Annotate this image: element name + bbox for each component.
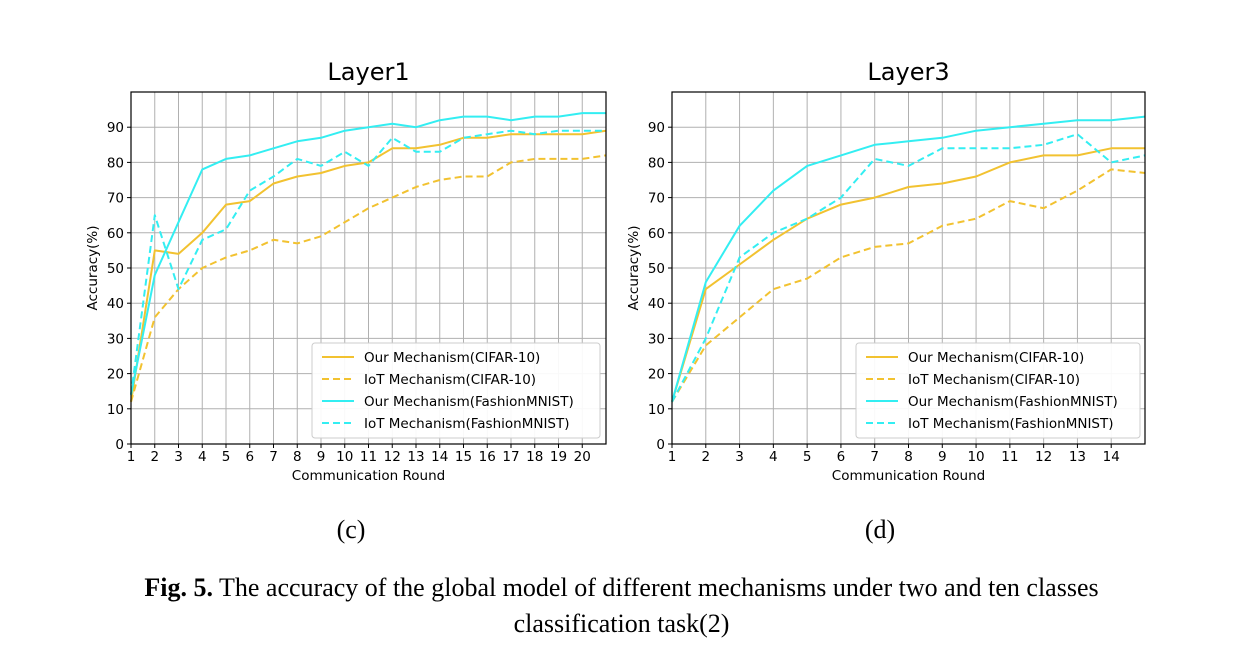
y-tick-label: 40 bbox=[648, 296, 665, 312]
x-tick-label: 14 bbox=[431, 449, 448, 465]
caption-label: Fig. 5. bbox=[144, 573, 213, 602]
x-tick-label: 3 bbox=[174, 449, 183, 465]
x-tick-label: 20 bbox=[574, 449, 591, 465]
x-tick-label: 7 bbox=[269, 449, 278, 465]
caption-line1: The accuracy of the global model of diff… bbox=[212, 573, 1099, 602]
caption-line2: classification task(2) bbox=[513, 609, 730, 638]
series-line bbox=[671, 133, 1146, 403]
legend-label: IoT Mechanism(CIFAR-10) bbox=[908, 372, 1080, 388]
x-tick-label: 6 bbox=[837, 449, 846, 465]
x-tick-label: 6 bbox=[245, 449, 254, 465]
y-tick-label: 0 bbox=[115, 437, 124, 453]
x-axis-label: Communication Round bbox=[292, 468, 445, 484]
x-tick-label: 1 bbox=[668, 449, 677, 465]
y-tick-label: 60 bbox=[107, 226, 124, 242]
y-tick-label: 50 bbox=[107, 261, 124, 277]
y-tick-label: 30 bbox=[107, 331, 124, 347]
x-tick-label: 7 bbox=[870, 449, 879, 465]
x-tick-label: 10 bbox=[336, 449, 353, 465]
y-tick-label: 0 bbox=[656, 437, 665, 453]
x-tick-label: 13 bbox=[407, 449, 424, 465]
x-tick-label: 19 bbox=[550, 449, 567, 465]
subfigure-label: (d) bbox=[865, 515, 895, 544]
y-tick-label: 40 bbox=[107, 296, 124, 312]
x-tick-label: 12 bbox=[1035, 449, 1052, 465]
legend-label: IoT Mechanism(CIFAR-10) bbox=[364, 372, 536, 388]
x-tick-label: 17 bbox=[502, 449, 519, 465]
x-tick-label: 12 bbox=[384, 449, 401, 465]
x-tick-label: 5 bbox=[222, 449, 231, 465]
figure-caption-line2: classification task(2) bbox=[0, 607, 1243, 641]
series-line bbox=[130, 129, 607, 402]
y-tick-label: 30 bbox=[648, 331, 665, 347]
legend-box bbox=[311, 342, 601, 439]
y-tick-label: 80 bbox=[107, 155, 124, 171]
legend-label: Our Mechanism(FashionMNIST) bbox=[908, 394, 1118, 410]
y-tick-label: 70 bbox=[648, 191, 665, 207]
y-axis-label: Accuracy(%) bbox=[626, 226, 642, 311]
legend-label: IoT Mechanism(FashionMNIST) bbox=[364, 416, 570, 432]
x-tick-label: 8 bbox=[293, 449, 302, 465]
x-tick-label: 18 bbox=[526, 449, 543, 465]
y-tick-label: 60 bbox=[648, 226, 665, 242]
x-tick-label: 11 bbox=[1001, 449, 1018, 465]
y-tick-label: 50 bbox=[648, 261, 665, 277]
y-tick-label: 20 bbox=[648, 367, 665, 383]
legend-label: Our Mechanism(CIFAR-10) bbox=[364, 350, 540, 366]
legend-box bbox=[855, 342, 1141, 439]
figure-caption: Fig. 5. The accuracy of the global model… bbox=[0, 571, 1243, 605]
x-tick-label: 15 bbox=[455, 449, 472, 465]
x-tick-label: 8 bbox=[904, 449, 913, 465]
x-tick-label: 9 bbox=[938, 449, 947, 465]
x-tick-label: 4 bbox=[769, 449, 778, 465]
series-line bbox=[130, 154, 607, 403]
x-tick-label: 2 bbox=[701, 449, 710, 465]
y-tick-label: 80 bbox=[648, 155, 665, 171]
series-line bbox=[671, 115, 1146, 403]
y-tick-label: 70 bbox=[107, 191, 124, 207]
y-tick-label: 10 bbox=[107, 402, 124, 418]
x-tick-label: 4 bbox=[198, 449, 207, 465]
y-tick-label: 10 bbox=[648, 402, 665, 418]
x-tick-label: 10 bbox=[967, 449, 984, 465]
y-tick-label: 20 bbox=[107, 367, 124, 383]
y-tick-label: 90 bbox=[107, 120, 124, 136]
y-tick-label: 90 bbox=[648, 120, 665, 136]
series-line bbox=[130, 129, 606, 395]
legend-label: IoT Mechanism(FashionMNIST) bbox=[908, 416, 1114, 432]
x-tick-label: 5 bbox=[803, 449, 812, 465]
series-line bbox=[130, 112, 606, 395]
subfigure-label: (c) bbox=[337, 515, 366, 544]
x-tick-label: 14 bbox=[1103, 449, 1120, 465]
x-tick-label: 13 bbox=[1069, 449, 1086, 465]
x-tick-label: 1 bbox=[127, 449, 136, 465]
series-line bbox=[671, 168, 1146, 403]
series-line bbox=[671, 147, 1145, 403]
x-tick-label: 3 bbox=[735, 449, 744, 465]
chart-title: Layer1 bbox=[327, 58, 409, 86]
x-tick-label: 9 bbox=[317, 449, 326, 465]
legend-label: Our Mechanism(CIFAR-10) bbox=[908, 350, 1084, 366]
x-tick-label: 11 bbox=[360, 449, 377, 465]
legend: Our Mechanism(CIFAR-10) IoT Mechanism(CIF… bbox=[855, 342, 1141, 439]
x-axis-label: Communication Round bbox=[832, 468, 985, 484]
x-tick-label: 16 bbox=[479, 449, 496, 465]
chart-title: Layer3 bbox=[867, 58, 949, 86]
y-axis-label: Accuracy(%) bbox=[85, 226, 101, 311]
x-tick-label: 2 bbox=[150, 449, 159, 465]
legend: Our Mechanism(CIFAR-10) IoT Mechanism(CIF… bbox=[311, 342, 601, 439]
legend-label: Our Mechanism(FashionMNIST) bbox=[364, 394, 574, 410]
